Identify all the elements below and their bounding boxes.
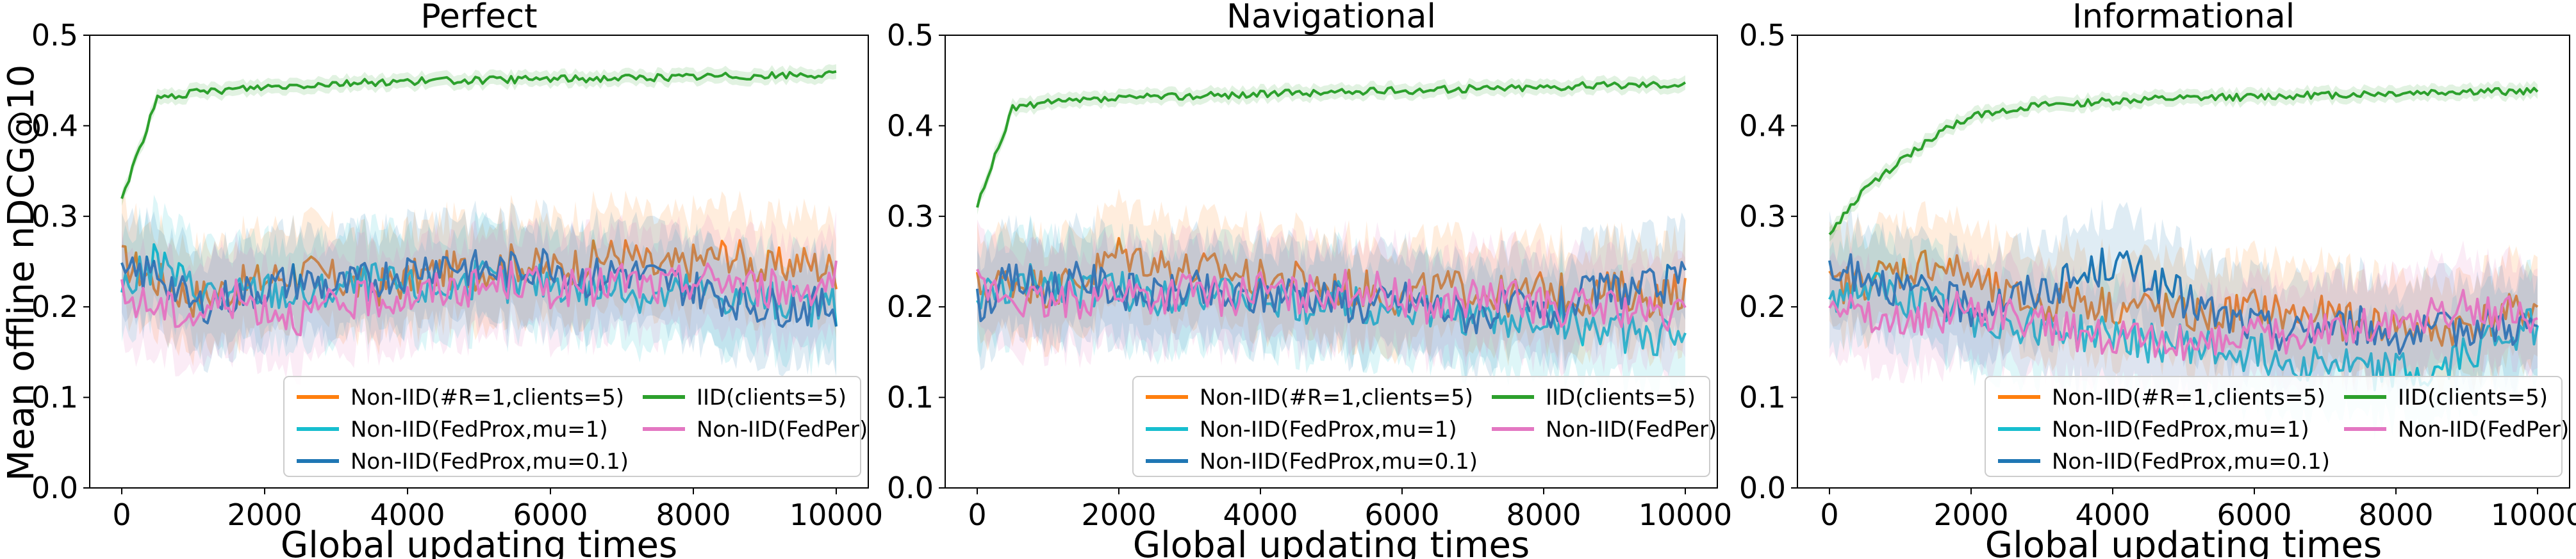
figure-ylabel: Mean offline nDCG@10 <box>1 65 42 481</box>
legend-label: Non-IID(FedProx,mu=0.1) <box>2052 449 2330 474</box>
x-tick-label: 6000 <box>2217 498 2291 532</box>
x-tick-label: 6000 <box>513 498 588 532</box>
y-tick-label: 0.4 <box>1739 108 1786 143</box>
chart-panel-3: Informational 0.0 0.1 0.2 0.3 0.4 0.5 0 2000 4000… <box>1739 0 2576 559</box>
series-band <box>1829 81 2538 242</box>
x-tick-label: 2000 <box>227 498 302 532</box>
y-tick-label: 0.0 <box>887 471 934 505</box>
x-tick-label: 10000 <box>1639 498 1732 532</box>
legend-label: Non-IID(FedProx,mu=0.1) <box>351 449 629 474</box>
y-tick-label: 0.3 <box>1739 199 1786 234</box>
y-tick-label: 0.4 <box>31 108 78 143</box>
x-tick-label: 2000 <box>1081 498 1156 532</box>
y-tick-label: 0.3 <box>31 199 78 234</box>
y-tick-label: 0.1 <box>31 380 78 415</box>
legend-label: IID(clients=5) <box>697 385 846 410</box>
plot-frame <box>945 35 1718 489</box>
x-axis-label: Global updating times <box>281 524 677 559</box>
legend-label: Non-IID(#R=1,clients=5) <box>2052 385 2325 410</box>
y-tick-label: 0.1 <box>1739 380 1786 415</box>
legend-label: Non-IID(FedProx,mu=0.1) <box>1200 449 1478 474</box>
x-tick-label: 6000 <box>1364 498 1439 532</box>
y-tick-label: 0.0 <box>31 471 78 505</box>
x-tick-label: 10000 <box>2491 498 2576 532</box>
chart-title: Informational <box>2072 0 2295 36</box>
series-band <box>977 188 1685 367</box>
x-tick-label: 2000 <box>1933 498 2008 532</box>
legend-box <box>283 376 861 477</box>
x-tick-label: 4000 <box>370 498 445 532</box>
series-band <box>122 64 836 206</box>
legend-label: Non-IID(FedPer) <box>2398 417 2569 442</box>
x-tick-label: 10000 <box>789 498 883 532</box>
chart-panel-2: Navigational 0.0 0.1 0.2 0.3 0.4 0.5 0 2000 4000 6… <box>887 0 1732 559</box>
plot-frame <box>1797 35 2570 489</box>
series-line <box>1828 86 2539 236</box>
series-band <box>122 211 836 385</box>
plot-frame <box>89 35 869 489</box>
x-tick-label: 4000 <box>1223 498 1298 532</box>
x-tick-label: 8000 <box>1506 498 1581 532</box>
y-tick-label: 0.5 <box>31 18 78 53</box>
series-line <box>120 248 838 328</box>
legend-label: Non-IID(#R=1,clients=5) <box>1200 385 1473 410</box>
x-tick-label: 8000 <box>656 498 731 532</box>
legend-label: Non-IID(#R=1,clients=5) <box>351 385 624 410</box>
legend-box <box>1132 376 1710 477</box>
legend-label: Non-IID(FedProx,mu=1) <box>351 417 608 442</box>
chart-title: Perfect <box>420 0 537 36</box>
series-band <box>1829 240 2538 410</box>
y-tick-label: 0.5 <box>1739 18 1786 53</box>
legend-label: Non-IID(FedPer) <box>1546 417 1717 442</box>
legend-box <box>1985 376 2563 477</box>
x-tick-label: 8000 <box>2358 498 2433 532</box>
x-tick-label: 4000 <box>2075 498 2150 532</box>
legend-label: Non-IID(FedProx,mu=1) <box>2052 417 2309 442</box>
y-tick-label: 0.5 <box>887 18 934 53</box>
y-tick-label: 0.1 <box>887 380 934 415</box>
y-tick-label: 0.2 <box>1739 289 1786 324</box>
series-line <box>976 263 1687 357</box>
series-line <box>120 70 837 199</box>
y-tick-label: 0.0 <box>1739 471 1786 505</box>
x-axis-label: Global updating times <box>1133 524 1530 559</box>
x-axis-label: Global updating times <box>1985 524 2382 559</box>
series-line <box>976 81 1687 208</box>
x-tick-label: 0 <box>968 498 986 532</box>
chart-panel-1: Perfect 0.0 0.1 0.2 0.3 0.4 0.5 0 2000 4000 6000 80… <box>31 0 883 559</box>
y-tick-label: 0.4 <box>887 108 934 143</box>
legend: Non-IID(#R=1,clients=5) Non-IID(FedProx,m… <box>1132 376 1717 477</box>
legend-label: IID(clients=5) <box>2398 385 2548 410</box>
y-tick-label: 0.3 <box>887 199 934 234</box>
series-band <box>977 75 1685 215</box>
x-tick-label: 0 <box>112 498 131 532</box>
y-tick-label: 0.2 <box>887 289 934 324</box>
x-tick-label: 0 <box>1820 498 1838 532</box>
legend-label: Non-IID(FedPer) <box>697 417 868 442</box>
legend-label: IID(clients=5) <box>1546 385 1696 410</box>
y-tick-label: 0.2 <box>31 289 78 324</box>
legend-label: Non-IID(FedProx,mu=1) <box>1200 417 1457 442</box>
legend: Non-IID(#R=1,clients=5) Non-IID(FedProx,m… <box>1985 376 2569 477</box>
series-line <box>120 260 838 337</box>
chart-title: Navigational <box>1226 0 1436 36</box>
series-band <box>1829 198 2538 404</box>
series-line <box>1828 289 2538 361</box>
series-line <box>976 268 1687 332</box>
legend: Non-IID(#R=1,clients=5) Non-IID(FedProx,m… <box>283 376 868 477</box>
